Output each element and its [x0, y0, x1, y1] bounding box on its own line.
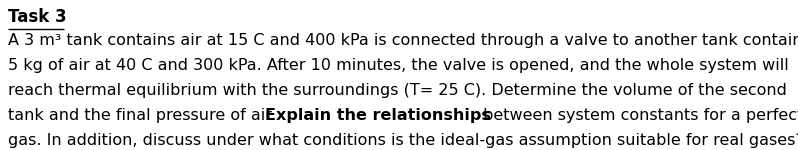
- Text: reach thermal equilibrium with the surroundings (T= 25 C). Determine the volume : reach thermal equilibrium with the surro…: [8, 83, 788, 98]
- Text: 5 kg of air at 40 C and 300 kPa. After 10 minutes, the valve is opened, and the : 5 kg of air at 40 C and 300 kPa. After 1…: [8, 58, 789, 73]
- Text: between system constants for a perfect: between system constants for a perfect: [478, 108, 798, 123]
- Text: gas. In addition, discuss under what conditions is the ideal-gas assumption suit: gas. In addition, discuss under what con…: [8, 133, 798, 148]
- Text: A 3 m³ tank contains air at 15 C and 400 kPa is connected through a valve to ano: A 3 m³ tank contains air at 15 C and 400…: [8, 33, 798, 48]
- Text: Explain the relationships: Explain the relationships: [265, 108, 491, 123]
- Text: Task 3: Task 3: [8, 8, 67, 26]
- Text: tank and the final pressure of air.: tank and the final pressure of air.: [8, 108, 281, 123]
